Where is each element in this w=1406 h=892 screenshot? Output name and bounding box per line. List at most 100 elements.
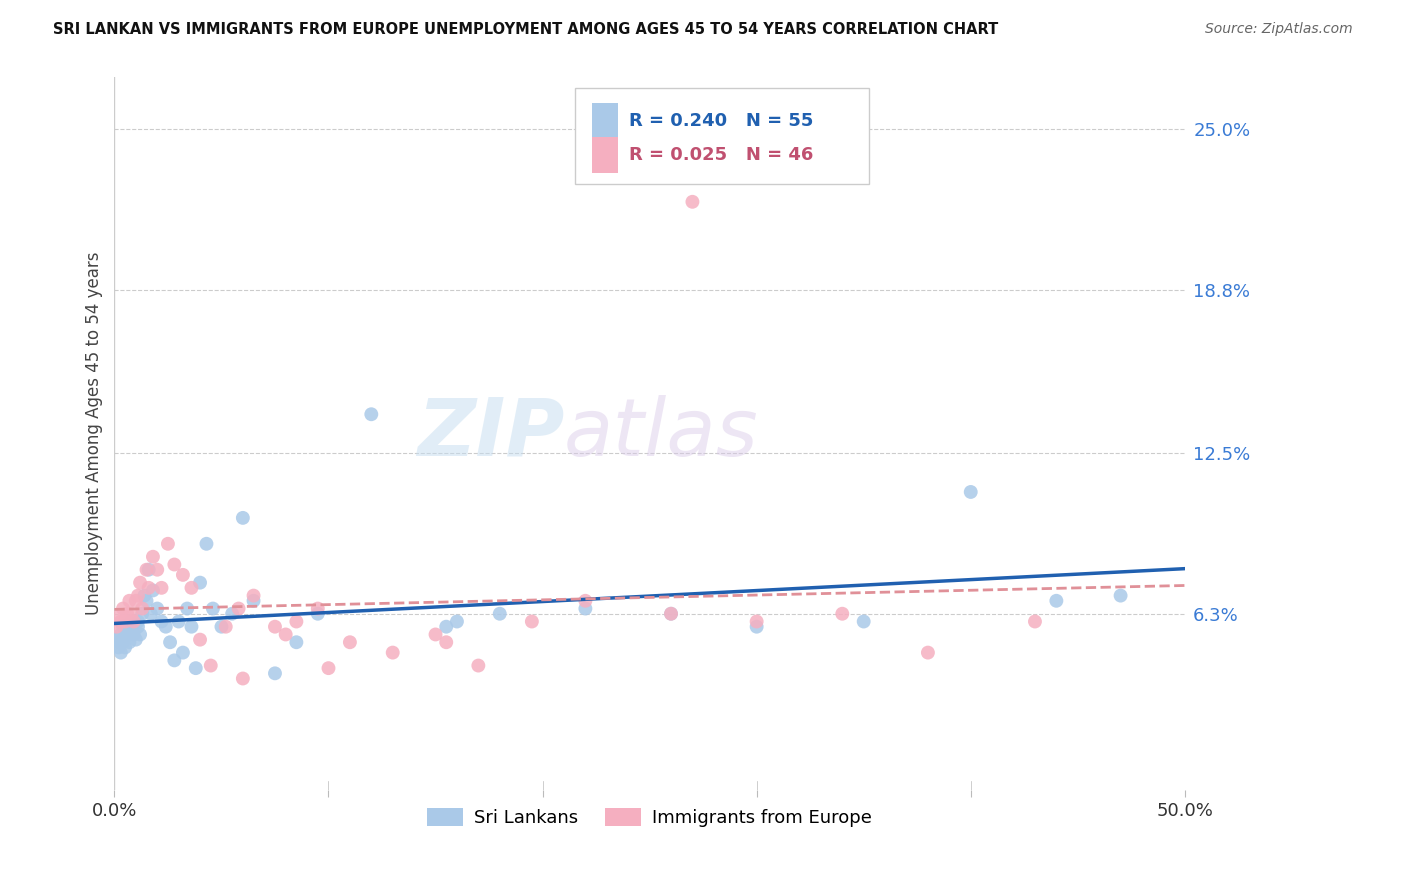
Point xyxy=(172,646,194,660)
Point xyxy=(264,666,287,681)
Point xyxy=(446,615,468,629)
Point xyxy=(142,583,165,598)
Point xyxy=(110,615,132,629)
Point xyxy=(114,640,136,655)
Point xyxy=(681,194,703,209)
Point xyxy=(467,658,489,673)
Point xyxy=(228,601,250,615)
Point xyxy=(114,630,136,644)
Point xyxy=(118,635,141,649)
Point xyxy=(745,615,768,629)
Point xyxy=(155,620,177,634)
Point xyxy=(221,607,243,621)
Point xyxy=(180,581,202,595)
Point xyxy=(163,653,186,667)
Point xyxy=(125,594,148,608)
Point xyxy=(242,594,264,608)
Point xyxy=(117,607,139,621)
Point xyxy=(131,601,153,615)
Point xyxy=(122,615,145,629)
Point xyxy=(745,620,768,634)
Point xyxy=(434,635,457,649)
Point xyxy=(129,575,152,590)
Point xyxy=(339,635,361,649)
Point xyxy=(138,563,160,577)
Point xyxy=(110,646,132,660)
Point xyxy=(134,589,156,603)
Point xyxy=(150,581,173,595)
Point xyxy=(274,627,297,641)
Text: ZIP: ZIP xyxy=(416,394,564,473)
Point xyxy=(107,640,129,655)
Point xyxy=(318,661,340,675)
Point xyxy=(118,594,141,608)
FancyBboxPatch shape xyxy=(592,137,617,173)
Point xyxy=(163,558,186,572)
Point xyxy=(122,627,145,641)
Point xyxy=(1109,589,1132,603)
Text: SRI LANKAN VS IMMIGRANTS FROM EUROPE UNEMPLOYMENT AMONG AGES 45 TO 54 YEARS CORR: SRI LANKAN VS IMMIGRANTS FROM EUROPE UNE… xyxy=(53,22,998,37)
Point xyxy=(574,601,596,615)
Point xyxy=(1045,594,1067,608)
Point xyxy=(852,615,875,629)
FancyBboxPatch shape xyxy=(575,88,869,185)
Point xyxy=(127,620,149,634)
Point xyxy=(180,620,202,634)
Point xyxy=(242,589,264,603)
Point xyxy=(188,632,211,647)
Point xyxy=(139,607,162,621)
Legend: Sri Lankans, Immigrants from Europe: Sri Lankans, Immigrants from Europe xyxy=(420,800,879,834)
Point xyxy=(211,620,233,634)
Point xyxy=(200,658,222,673)
Point xyxy=(285,615,308,629)
Point xyxy=(125,632,148,647)
Point xyxy=(135,563,157,577)
Point xyxy=(142,549,165,564)
Point xyxy=(117,627,139,641)
Point xyxy=(434,620,457,634)
Point xyxy=(121,607,143,621)
Point xyxy=(105,632,128,647)
Point xyxy=(307,601,329,615)
Point xyxy=(167,615,190,629)
Y-axis label: Unemployment Among Ages 45 to 54 years: Unemployment Among Ages 45 to 54 years xyxy=(86,252,103,615)
Point xyxy=(172,567,194,582)
Point xyxy=(138,581,160,595)
Point xyxy=(121,622,143,636)
Point xyxy=(156,537,179,551)
Point xyxy=(188,575,211,590)
Point xyxy=(831,607,853,621)
Point xyxy=(232,672,254,686)
Point xyxy=(150,615,173,629)
Point xyxy=(917,646,939,660)
Point xyxy=(659,607,682,621)
Point xyxy=(264,620,287,634)
Point xyxy=(195,537,218,551)
Point xyxy=(425,627,447,641)
Text: R = 0.240   N = 55: R = 0.240 N = 55 xyxy=(630,112,814,130)
Point xyxy=(215,620,238,634)
Point xyxy=(232,511,254,525)
Point xyxy=(307,607,329,621)
Point xyxy=(110,627,132,641)
Point xyxy=(107,609,129,624)
Point xyxy=(114,615,136,629)
Point xyxy=(127,615,149,629)
Point xyxy=(146,563,169,577)
Point xyxy=(184,661,207,675)
Point xyxy=(111,601,134,615)
Point xyxy=(176,601,198,615)
Point xyxy=(105,620,128,634)
Point xyxy=(1024,615,1046,629)
Point xyxy=(107,635,129,649)
Point xyxy=(574,594,596,608)
Text: Source: ZipAtlas.com: Source: ZipAtlas.com xyxy=(1205,22,1353,37)
Point xyxy=(159,635,181,649)
Point xyxy=(201,601,224,615)
Point xyxy=(381,646,404,660)
Point xyxy=(111,635,134,649)
Point xyxy=(121,615,143,629)
Text: R = 0.025   N = 46: R = 0.025 N = 46 xyxy=(630,146,814,164)
Point xyxy=(146,601,169,615)
Point xyxy=(520,615,543,629)
